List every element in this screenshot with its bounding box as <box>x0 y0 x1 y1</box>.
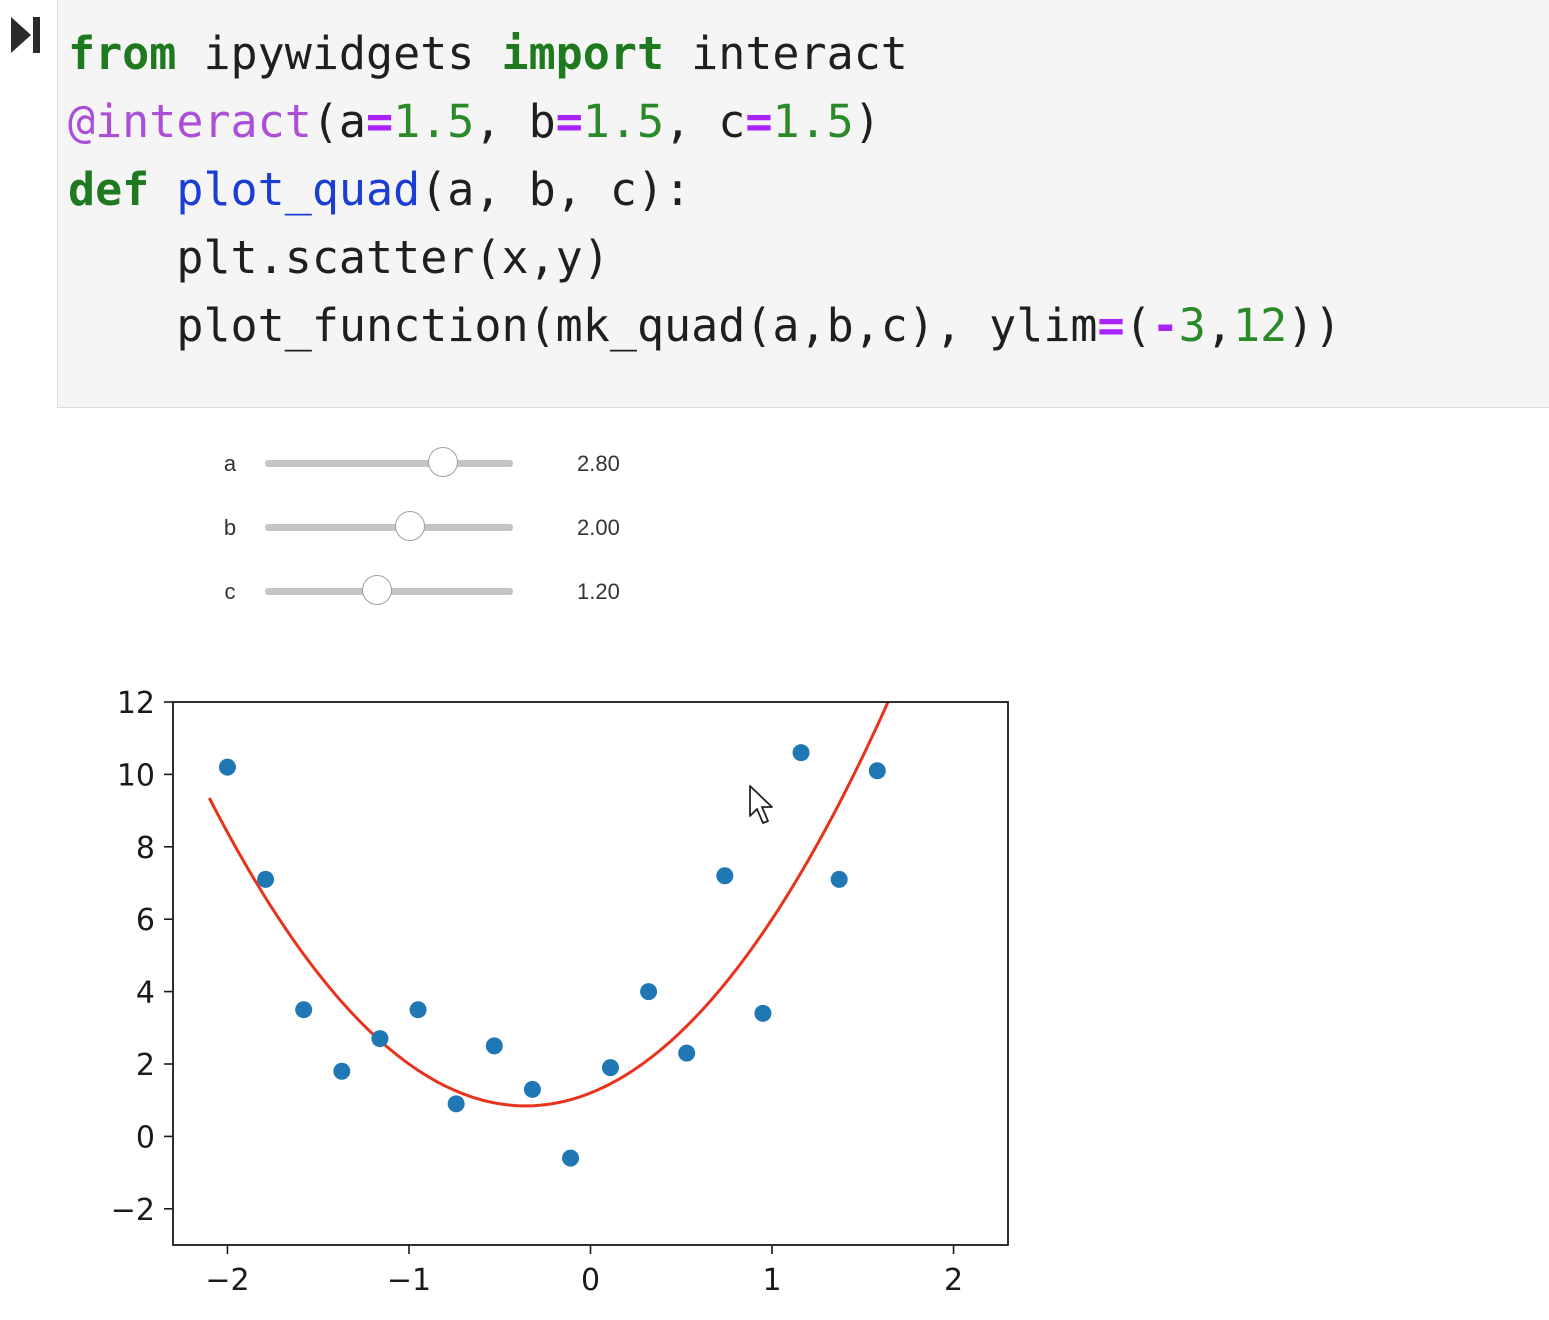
scatter-point-13 <box>678 1044 696 1062</box>
scatter-point-10 <box>562 1149 580 1167</box>
slider-track-c[interactable] <box>265 575 513 605</box>
slider-value-c[interactable]: 1.20 <box>577 579 620 604</box>
y-tick-label-3: 2 <box>136 1048 155 1083</box>
scatter-point-6 <box>409 1001 427 1019</box>
code-cell[interactable]: from ipywidgets import interact @interac… <box>57 0 1549 408</box>
slider-track-b[interactable] <box>265 511 513 541</box>
scatter-point-12 <box>640 983 658 1001</box>
x-tick-label-5: 2 <box>944 1263 963 1298</box>
scatter-point-17 <box>830 870 848 888</box>
slider-handle-b[interactable] <box>394 511 425 541</box>
slider-c: c 1.20 <box>215 571 675 611</box>
scatter-point-2 <box>257 870 275 888</box>
code-line-1: from ipywidgets import interact <box>68 27 908 80</box>
scatter-point-1 <box>218 758 236 776</box>
code-line-2: @interact(a=1.5, b=1.5, c=1.5) <box>68 95 881 148</box>
mouse-pointer-icon <box>749 785 773 824</box>
scatter-point-8 <box>485 1037 503 1055</box>
scatter-point-9 <box>523 1080 541 1098</box>
y-tick-label-8: 12 <box>117 686 155 721</box>
scatter-point-15 <box>754 1004 772 1022</box>
quadratic-curve <box>207 702 890 1108</box>
x-tick-label-3: 0 <box>581 1263 600 1298</box>
scatter-point-16 <box>792 744 810 762</box>
slider-value-b[interactable]: 2.00 <box>577 515 620 540</box>
slider-handle-c[interactable] <box>361 575 392 605</box>
x-tick-label-2: −1 <box>387 1263 431 1298</box>
scatter-point-5 <box>371 1030 389 1048</box>
x-tick-label-4: 1 <box>762 1263 781 1298</box>
scatter-point-14 <box>716 867 734 885</box>
y-tick-label-6: 8 <box>136 831 155 866</box>
scatter-point-4 <box>333 1062 351 1080</box>
run-cell-icon[interactable] <box>8 14 42 56</box>
slider-handle-a[interactable] <box>427 447 458 477</box>
code-line-5: plot_function(mk_quad(a,b,c), ylim=(-3,1… <box>68 299 1342 352</box>
scatter-point-11 <box>601 1059 619 1077</box>
slider-b: b 2.00 <box>215 507 675 547</box>
slider-a: a 2.80 <box>215 443 675 483</box>
slider-label-a: a <box>223 451 237 476</box>
scatter-point-3 <box>295 1001 313 1019</box>
code-editor[interactable]: from ipywidgets import interact @interac… <box>68 20 1341 360</box>
scatter-point-7 <box>447 1095 465 1113</box>
y-tick-label-2: 0 <box>136 1120 155 1155</box>
scatter-point-18 <box>868 762 886 780</box>
y-tick-label-5: 6 <box>136 903 155 938</box>
y-tick-label-4: 4 <box>136 976 155 1011</box>
slider-label-b: b <box>223 515 237 540</box>
code-line-3: def plot_quad(a, b, c): <box>68 163 692 216</box>
y-tick-label-7: 10 <box>117 758 155 793</box>
axes-frame <box>172 701 1009 1246</box>
slider-label-c: c <box>224 579 236 604</box>
y-tick-label-1: −2 <box>111 1193 155 1228</box>
slider-track-a[interactable] <box>265 447 513 477</box>
x-tick-label-1: −2 <box>205 1263 249 1298</box>
slider-value-a[interactable]: 2.80 <box>577 451 620 476</box>
code-line-4: plt.scatter(x,y) <box>68 231 610 284</box>
